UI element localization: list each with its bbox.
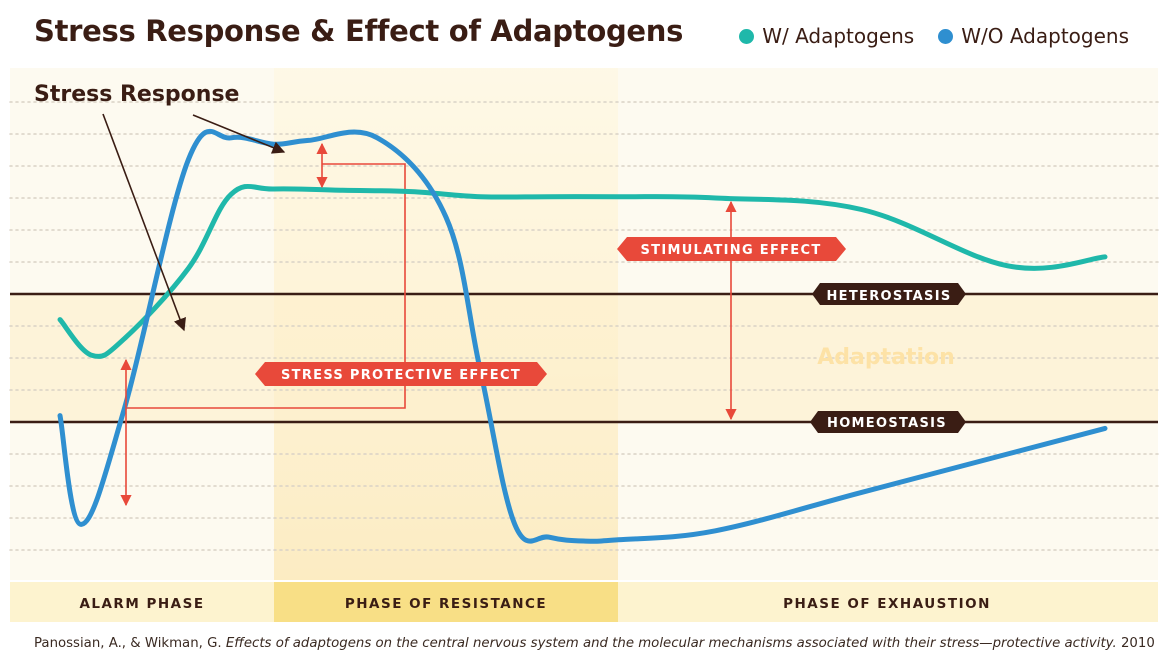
chart-title: Stress Response & Effect of Adaptogens [34,14,684,48]
gridlines [9,101,1159,551]
series-line-with-adaptogens [57,183,1108,359]
legend-item-without-adaptogens: W/O Adaptogens [938,24,1129,48]
stress-protective-effect-badge: STRESS PROTECTIVE EFFECT [255,362,547,386]
adaptation-band [10,294,1158,422]
stress-response-arrow-alarm [102,113,186,332]
legend-item-with-adaptogens: W/ Adaptogens [739,24,914,48]
homeostasis-badge: HOMEOSTASIS [810,411,966,433]
adaptation-label: Adaptation [817,345,955,370]
stimulating-effect-badge: STIMULATING EFFECT [617,237,846,261]
legend-label-with-adaptogens: W/ Adaptogens [762,24,915,48]
phase-label-resistance: PHASE OF RESISTANCE [345,596,547,612]
legend-label-without-adaptogens: W/O Adaptogens [961,24,1129,48]
caption-authors: Panossian, A., & Wikman, G. [34,636,226,651]
phase-label-alarm: ALARM PHASE [79,596,204,612]
phase-cell-alarm [10,582,274,622]
phase-cell-resistance [274,582,618,622]
stimulating-effect-label: STIMULATING EFFECT [640,243,821,258]
caption-title: Effects of adaptogens on the central ner… [225,636,1117,651]
heterostasis-label: HETEROSTASIS [826,289,951,304]
phase-label-exhaustion: PHASE OF EXHAUSTION [783,596,991,612]
legend-dot-without-adaptogens [938,28,954,44]
legend: W/ Adaptogens W/O Adaptogens [715,24,1129,48]
series-line-without-adaptogens [57,128,1108,544]
phase-cell-exhaustion [618,582,1158,622]
stress-response-label: Stress Response [34,82,239,107]
caption-year: 2010 [1116,636,1155,651]
source-caption: Panossian, A., & Wikman, G. Effects of a… [34,636,1155,651]
stress-protective-bracket [127,163,406,409]
stress-protective-effect-label: STRESS PROTECTIVE EFFECT [281,368,521,383]
stress-response-arrow-resistance [192,114,286,154]
homeostasis-label: HOMEOSTASIS [827,416,947,431]
heterostasis-badge: HETEROSTASIS [812,283,966,305]
legend-dot-with-adaptogens [739,28,755,44]
